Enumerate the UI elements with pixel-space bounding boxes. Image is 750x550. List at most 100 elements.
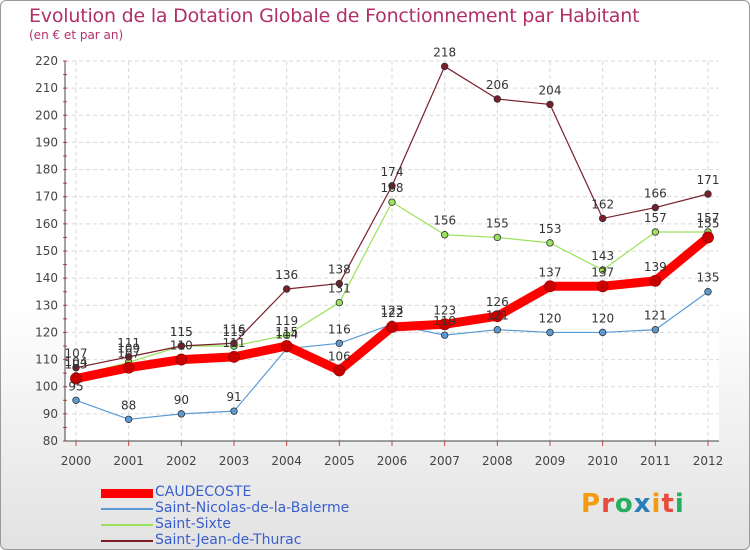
x-tick-label: 2008 xyxy=(482,454,513,468)
data-label: 157 xyxy=(697,211,720,225)
x-tick-label: 2004 xyxy=(271,454,302,468)
legend-swatch xyxy=(101,540,153,542)
data-label: 111 xyxy=(117,336,140,350)
x-tick-label: 2007 xyxy=(429,454,460,468)
y-tick-label: 150 xyxy=(35,244,58,258)
data-label: 110 xyxy=(170,339,193,353)
data-point xyxy=(72,396,80,404)
x-tick-label: 2006 xyxy=(377,454,408,468)
legend-swatch xyxy=(101,524,153,526)
data-point xyxy=(596,280,609,293)
data-point xyxy=(598,266,607,274)
logo-letter: P xyxy=(581,489,602,519)
data-point xyxy=(124,415,133,423)
legend-label: Saint-Jean-de-Thurac xyxy=(155,532,302,548)
data-label: 126 xyxy=(486,295,509,309)
data-label: 114 xyxy=(275,328,298,342)
data-point xyxy=(122,361,135,374)
y-tick-label: 190 xyxy=(35,135,58,149)
data-label: 116 xyxy=(328,322,351,336)
data-label: 137 xyxy=(539,265,562,279)
data-label: 119 xyxy=(275,314,298,328)
data-point xyxy=(546,239,554,247)
data-point xyxy=(651,203,660,212)
data-point xyxy=(175,353,188,366)
data-point xyxy=(282,285,291,293)
data-point xyxy=(438,318,451,331)
data-point xyxy=(282,331,291,339)
data-label: 204 xyxy=(539,83,562,97)
data-point xyxy=(704,288,712,296)
data-label: 168 xyxy=(381,181,404,195)
y-tick-label: 130 xyxy=(35,298,58,312)
data-point xyxy=(651,326,660,334)
data-point xyxy=(335,298,344,307)
data-label: 138 xyxy=(328,263,351,277)
data-label: 109 xyxy=(117,341,140,355)
y-tick-label: 220 xyxy=(35,54,58,68)
logo-letter: t xyxy=(661,489,675,519)
legend-label: Saint-Sixte xyxy=(155,516,231,532)
y-tick-label: 120 xyxy=(35,325,58,339)
data-label: 115 xyxy=(275,325,298,339)
data-point xyxy=(230,339,238,347)
data-label: 106 xyxy=(328,349,351,363)
data-label: 115 xyxy=(223,325,246,339)
data-label: 218 xyxy=(433,45,456,59)
data-label: 107 xyxy=(65,347,88,361)
data-label: 107 xyxy=(117,347,140,361)
data-point xyxy=(598,328,607,337)
data-point xyxy=(651,228,660,236)
logo-letter: o xyxy=(614,489,634,519)
data-label: 122 xyxy=(381,306,404,320)
x-tick-label: 2011 xyxy=(640,454,671,468)
data-label: 139 xyxy=(644,260,667,274)
data-point xyxy=(335,339,344,347)
logo-letter: i xyxy=(651,489,662,519)
data-point xyxy=(386,321,398,333)
data-label: 171 xyxy=(697,173,720,187)
data-label: 136 xyxy=(275,268,298,282)
logo-letter: r xyxy=(601,489,615,519)
data-point xyxy=(440,231,449,239)
x-tick-label: 2009 xyxy=(535,454,566,468)
data-label: 162 xyxy=(591,197,614,211)
data-label: 157 xyxy=(644,211,667,225)
data-point xyxy=(177,342,186,350)
legend-label: CAUDECOSTE xyxy=(155,484,252,500)
y-tick-label: 160 xyxy=(35,217,58,231)
data-label: 137 xyxy=(591,265,614,279)
data-point xyxy=(388,198,396,206)
data-point xyxy=(440,331,449,339)
data-label: 121 xyxy=(644,309,667,323)
data-label: 103 xyxy=(65,358,88,372)
data-label: 166 xyxy=(644,187,667,201)
data-point xyxy=(546,328,554,337)
data-point xyxy=(544,280,556,293)
y-tick-label: 110 xyxy=(35,353,58,367)
data-point xyxy=(649,274,662,287)
data-label: 88 xyxy=(121,398,136,412)
data-point xyxy=(177,410,186,418)
data-point xyxy=(702,231,714,244)
x-tick-label: 2010 xyxy=(587,454,618,468)
data-point xyxy=(546,100,554,109)
data-label: 115 xyxy=(170,325,193,339)
data-point xyxy=(440,62,449,71)
data-point xyxy=(493,95,502,103)
data-label: 90 xyxy=(174,393,189,407)
data-point xyxy=(493,233,502,242)
data-label: 120 xyxy=(591,311,614,325)
data-point xyxy=(491,310,504,323)
y-tick-label: 180 xyxy=(35,163,58,177)
data-label: 155 xyxy=(486,216,509,230)
data-label: 123 xyxy=(381,303,404,317)
data-point xyxy=(70,372,82,385)
data-label: 111 xyxy=(223,336,246,350)
data-label: 123 xyxy=(433,303,456,317)
data-label: 156 xyxy=(433,214,456,228)
data-label: 119 xyxy=(433,314,456,328)
data-point xyxy=(124,353,133,361)
